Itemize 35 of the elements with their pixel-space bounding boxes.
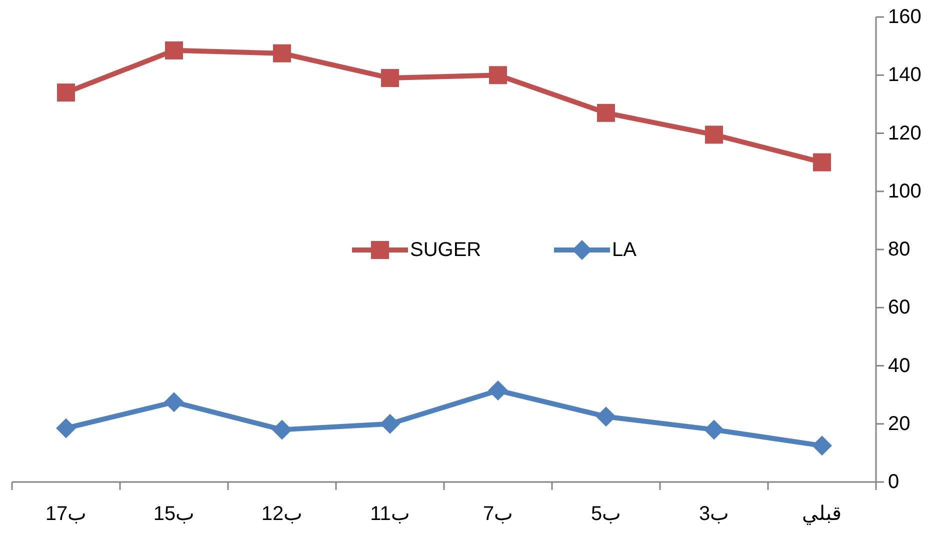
x-tick-label: ب12 [261,503,303,525]
x-tick-label: ب17 [45,503,87,525]
point [380,414,400,434]
legend-label: SUGER [410,239,482,261]
x-tick-label: ب7 [482,503,514,525]
point [164,392,184,412]
point [812,436,832,456]
point [596,406,616,427]
point [489,66,507,84]
y-tick-label: 20 [888,412,910,435]
point [165,41,183,60]
y-tick-label: 120 [888,122,922,144]
point [488,380,508,400]
y-tick-label: 160 [888,6,922,28]
y-tick-label: 80 [888,238,910,260]
point [381,69,399,88]
point [57,84,75,102]
point [813,153,831,172]
y-tick-label: 0 [888,471,900,493]
x-tick-label: ب5 [590,503,622,525]
x-tick-label: قبلي [802,503,842,525]
point [704,420,724,440]
point [705,126,723,144]
y-tick-label: 100 [888,180,922,202]
y-tick-label: 60 [888,296,910,319]
y-tick-label: 140 [888,64,922,86]
point [56,418,76,438]
point [273,44,291,62]
legend-label: LA [612,239,638,261]
point [272,420,292,440]
point [597,104,615,122]
x-tick-label: ب11 [370,503,410,525]
x-tick-label: ب15 [153,503,195,525]
x-tick-label: ب3 [698,503,730,525]
y-tick-label: 40 [888,354,910,377]
